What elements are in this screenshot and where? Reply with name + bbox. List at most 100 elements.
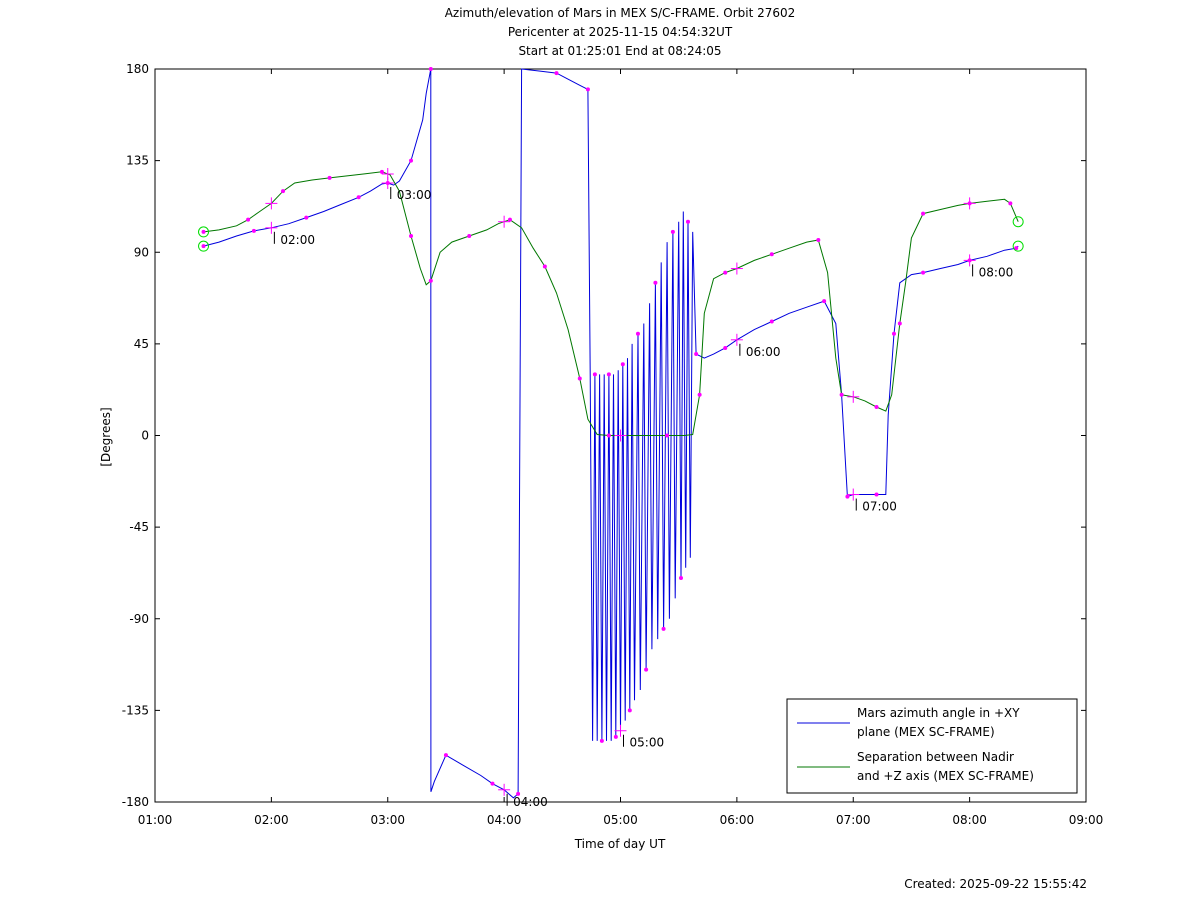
data-point-marker <box>845 494 850 499</box>
time-label: 08:00 <box>979 265 1014 279</box>
data-point-marker <box>1014 246 1019 251</box>
data-point-marker <box>599 738 604 743</box>
data-point-marker <box>644 667 649 672</box>
data-point-marker <box>246 217 251 222</box>
data-point-marker <box>379 169 384 174</box>
data-point-marker <box>585 87 590 92</box>
data-point-marker <box>356 195 361 200</box>
data-point-marker <box>694 352 699 357</box>
data-point-marker <box>670 229 675 234</box>
data-point-marker <box>769 319 774 324</box>
data-point-marker <box>635 331 640 336</box>
data-point-marker <box>653 280 658 285</box>
end-marker <box>1012 216 1024 228</box>
created-timestamp: Created: 2025-09-22 15:55:42 <box>904 877 1087 891</box>
data-point-marker <box>201 244 206 249</box>
data-point-marker <box>304 215 309 220</box>
data-point-marker <box>874 404 879 409</box>
x-tick-label: 04:00 <box>487 813 522 827</box>
x-tick-label: 02:00 <box>254 813 289 827</box>
data-point-marker <box>661 626 666 631</box>
start-marker <box>198 226 210 238</box>
plot-area: 02:00 03:00 04:00 05:00 06:00 07:00 08:00 <box>198 67 1024 809</box>
data-point-marker <box>874 492 879 497</box>
data-point-marker <box>467 233 472 238</box>
data-point-marker <box>201 229 206 234</box>
time-label: 07:00 <box>862 500 897 514</box>
y-tick-label: 180 <box>126 62 149 76</box>
y-tick-label: 90 <box>134 245 149 259</box>
y-tick-label: 0 <box>141 429 149 443</box>
series-line <box>203 68 1019 799</box>
data-point-marker <box>606 433 611 438</box>
start-marker <box>198 240 210 252</box>
data-point-marker <box>409 158 414 163</box>
end-marker <box>1012 240 1024 252</box>
data-point-marker <box>839 392 844 397</box>
legend-box <box>786 698 1078 794</box>
data-point-marker <box>554 71 559 76</box>
data-point-marker <box>685 219 690 224</box>
data-point-marker <box>428 278 433 283</box>
data-point-marker <box>921 270 926 275</box>
data-point-marker <box>891 331 896 336</box>
data-point-marker <box>816 238 821 243</box>
axes-group: 01:00 02:00 03:00 04:00 05:00 06:00 07:00 08:00… <box>122 62 1104 827</box>
chart-title-line-1: Azimuth/elevation of Mars in MEX S/C-FRA… <box>445 6 796 20</box>
x-tick-label: 08:00 <box>952 813 987 827</box>
series-line <box>203 171 1019 436</box>
data-point-marker <box>577 376 582 381</box>
data-point-marker <box>665 433 670 438</box>
legend-label: plane (MEX SC-FRAME) <box>857 725 995 739</box>
x-tick-label: 06:00 <box>720 813 755 827</box>
time-label: 03:00 <box>397 188 432 202</box>
data-point-marker <box>723 345 728 350</box>
legend-label: and +Z axis (MEX SC-FRAME) <box>857 769 1034 783</box>
data-point-marker <box>251 228 256 233</box>
time-label: 04:00 <box>513 795 548 809</box>
legend: Mars azimuth angle in +XY plane (MEX SC-F… <box>786 698 1078 794</box>
data-point-marker <box>1008 201 1013 206</box>
legend-label: Mars azimuth angle in +XY <box>857 706 1020 720</box>
legend-label: Separation between Nadir <box>857 750 1014 764</box>
time-label: 06:00 <box>746 345 781 359</box>
data-point-marker <box>620 362 625 367</box>
x-tick-label: 09:00 <box>1069 813 1104 827</box>
x-tick-label: 05:00 <box>603 813 638 827</box>
data-point-marker <box>592 372 597 377</box>
y-tick-label: 135 <box>126 154 149 168</box>
data-point-marker <box>443 753 448 758</box>
data-point-marker <box>281 189 286 194</box>
y-tick-label: 45 <box>134 337 149 351</box>
data-point-marker <box>679 576 684 581</box>
data-point-marker <box>627 708 632 713</box>
x-tick-label: 03:00 <box>370 813 405 827</box>
data-point-marker <box>409 233 414 238</box>
data-point-marker <box>613 734 618 739</box>
data-point-marker <box>542 264 547 269</box>
chart-title-line-3: Start at 01:25:01 End at 08:24:05 <box>518 44 721 58</box>
data-point-marker <box>897 321 902 326</box>
data-point-marker <box>490 781 495 786</box>
time-label: 02:00 <box>280 233 315 247</box>
y-tick-label: -90 <box>129 612 149 626</box>
data-point-marker <box>723 270 728 275</box>
time-label: 05:00 <box>630 736 665 750</box>
x-tick-label: 01:00 <box>138 813 173 827</box>
data-point-marker <box>327 175 332 180</box>
data-point-marker <box>606 372 611 377</box>
data-point-marker <box>769 252 774 257</box>
y-tick-label: -135 <box>122 703 149 717</box>
data-point-marker <box>921 211 926 216</box>
x-axis-label: Time of day UT <box>574 837 666 851</box>
data-point-marker <box>516 791 521 796</box>
data-point-marker <box>697 392 702 397</box>
y-tick-label: -45 <box>129 520 149 534</box>
y-tick-label: -180 <box>122 795 149 809</box>
data-point-marker <box>822 299 827 304</box>
x-tick-label: 07:00 <box>836 813 871 827</box>
chart-title-line-2: Pericenter at 2025-11-15 04:54:32UT <box>508 25 733 39</box>
data-point-marker <box>507 217 512 222</box>
y-axis-label: [Degrees] <box>99 407 113 466</box>
